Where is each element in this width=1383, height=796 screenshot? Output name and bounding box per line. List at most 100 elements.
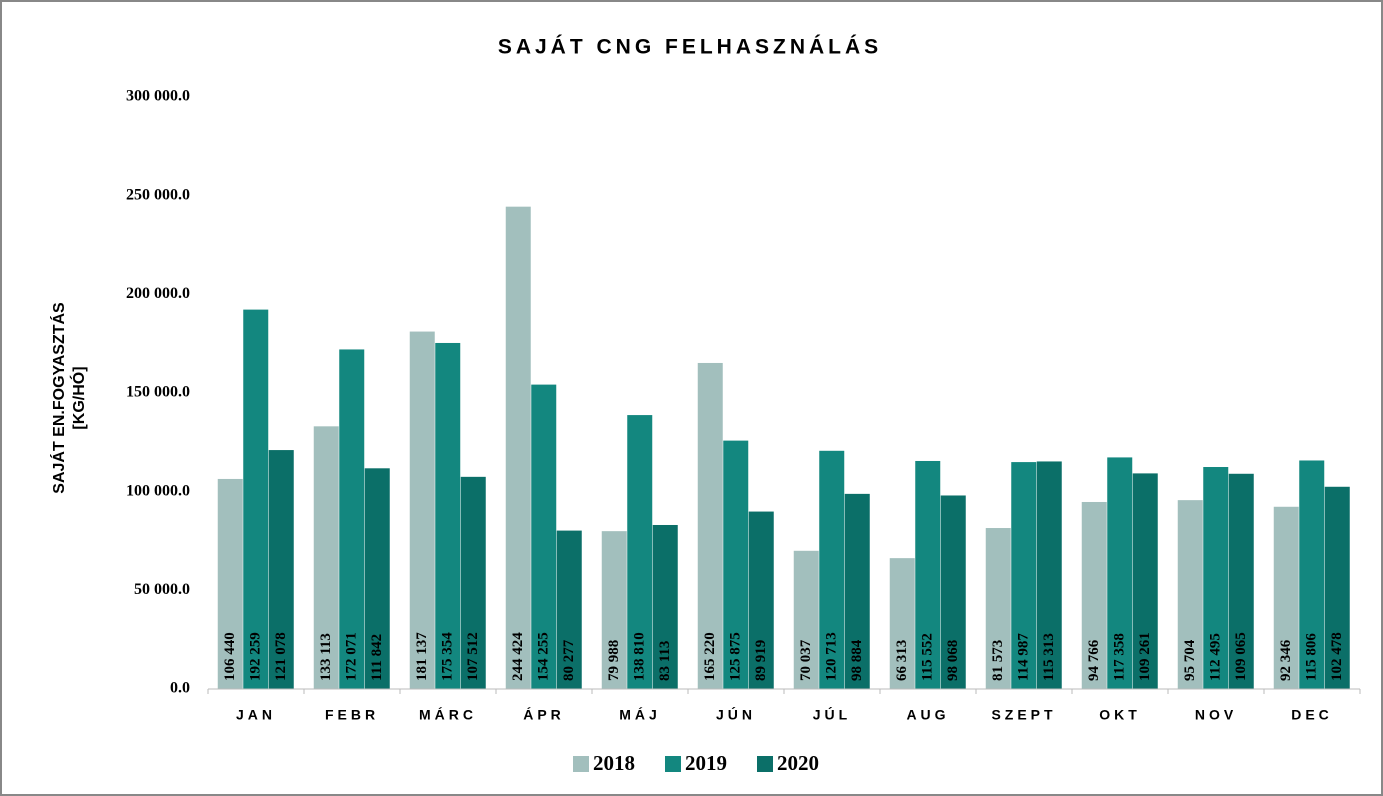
legend-swatch: [573, 756, 589, 772]
bar: [1273, 506, 1299, 689]
data-label: 115 552: [919, 633, 935, 681]
bar: [556, 530, 582, 689]
x-tick-label: JÚN: [716, 706, 756, 723]
data-label: 154 255: [535, 632, 551, 681]
data-label: 114 987: [1015, 633, 1031, 681]
bar: [313, 426, 339, 689]
data-label: 121 078: [273, 632, 289, 681]
data-label: 125 875: [727, 632, 743, 681]
data-label: 109 261: [1137, 632, 1153, 681]
bar: [627, 415, 653, 689]
bar: [1107, 457, 1133, 689]
bar: [1011, 462, 1037, 689]
bar: [217, 478, 243, 689]
legend-swatch: [665, 756, 681, 772]
data-label: 172 071: [343, 632, 359, 681]
x-tick-label: AUG: [906, 707, 949, 723]
y-axis-label: [KG/HÓ]: [69, 366, 88, 429]
bar: [1036, 461, 1062, 689]
chart-title: SAJÁT CNG FELHASZNÁLÁS: [498, 36, 882, 59]
bar: [1228, 473, 1254, 689]
legend-label: 2020: [777, 751, 819, 775]
data-label: 244 424: [510, 632, 526, 681]
x-tick-label: OKT: [1099, 707, 1141, 723]
data-label: 79 988: [606, 640, 622, 681]
bar: [793, 550, 819, 689]
y-tick-label: 150 000.0: [126, 384, 190, 401]
bar: [339, 349, 365, 689]
data-label: 112 495: [1207, 633, 1223, 681]
data-label: 106 440: [222, 632, 238, 681]
bar: [505, 206, 531, 689]
bar: [1081, 501, 1107, 689]
data-label: 192 259: [247, 632, 263, 681]
bar: [1177, 500, 1203, 689]
data-label: 70 037: [798, 639, 814, 681]
bar: [364, 468, 390, 689]
data-label: 94 766: [1086, 639, 1102, 681]
data-label: 98 884: [849, 639, 865, 681]
data-label: 115 806: [1303, 633, 1319, 681]
bar: [723, 440, 749, 689]
y-axis-label: SAJÁT EN.FOGYASZTÁS: [49, 302, 68, 494]
bar: [697, 362, 723, 689]
bar: [268, 450, 294, 689]
data-label: 81 573: [990, 640, 1006, 681]
bar: [1324, 486, 1350, 689]
data-label: 181 137: [414, 632, 430, 681]
x-tick-label: NOV: [1195, 707, 1237, 723]
x-tick-label: FEBR: [325, 707, 379, 723]
bar: [409, 331, 435, 689]
data-label: 117 358: [1111, 633, 1127, 681]
bar: [1299, 460, 1325, 689]
x-tick-label: MÁJ: [619, 707, 661, 723]
data-label: 115 313: [1041, 633, 1057, 681]
bar: [1132, 473, 1158, 689]
data-label: 80 277: [561, 639, 577, 681]
data-label: 89 919: [753, 640, 769, 681]
x-tick-label: JAN: [236, 707, 276, 723]
data-label: 66 313: [894, 640, 910, 681]
bar: [844, 493, 870, 689]
data-label: 133 113: [318, 633, 334, 681]
x-tick-label: SZEPT: [991, 707, 1056, 723]
data-label: 98 068: [945, 640, 961, 681]
bar: [819, 450, 845, 689]
bar: [889, 558, 915, 689]
y-tick-label: 250 000.0: [126, 186, 190, 203]
x-tick-label: JÚL: [813, 706, 851, 723]
x-tick-label: DEC: [1291, 707, 1333, 723]
data-label: 111 842: [369, 634, 385, 681]
legend-label: 2018: [593, 751, 635, 775]
y-tick-label: 100 000.0: [126, 482, 190, 499]
data-label: 102 478: [1329, 632, 1345, 681]
y-tick-label: 0.0: [170, 680, 190, 697]
bar: [243, 309, 269, 689]
bar: [435, 342, 461, 689]
data-label: 83 113: [657, 641, 673, 681]
bar: [460, 476, 486, 689]
y-tick-label: 200 000.0: [126, 285, 190, 302]
bar: [748, 511, 774, 689]
data-label: 107 512: [465, 632, 481, 681]
bar: [915, 460, 941, 689]
bar: [652, 524, 678, 689]
legend-label: 2019: [685, 751, 727, 775]
bar: [531, 384, 557, 689]
bar: [1203, 467, 1229, 689]
data-label: 165 220: [702, 632, 718, 681]
data-label: 175 354: [439, 632, 455, 681]
data-label: 109 065: [1233, 632, 1249, 681]
data-label: 92 346: [1278, 639, 1294, 681]
y-tick-label: 50 000.0: [134, 581, 190, 598]
bar: [601, 531, 627, 689]
x-tick-label: MÁRC: [419, 707, 477, 723]
data-label: 95 704: [1182, 639, 1198, 681]
data-label: 138 810: [631, 632, 647, 681]
bar: [985, 528, 1011, 689]
data-label: 120 713: [823, 632, 839, 681]
x-tick-label: ÁPR: [523, 707, 565, 723]
legend-swatch: [757, 756, 773, 772]
